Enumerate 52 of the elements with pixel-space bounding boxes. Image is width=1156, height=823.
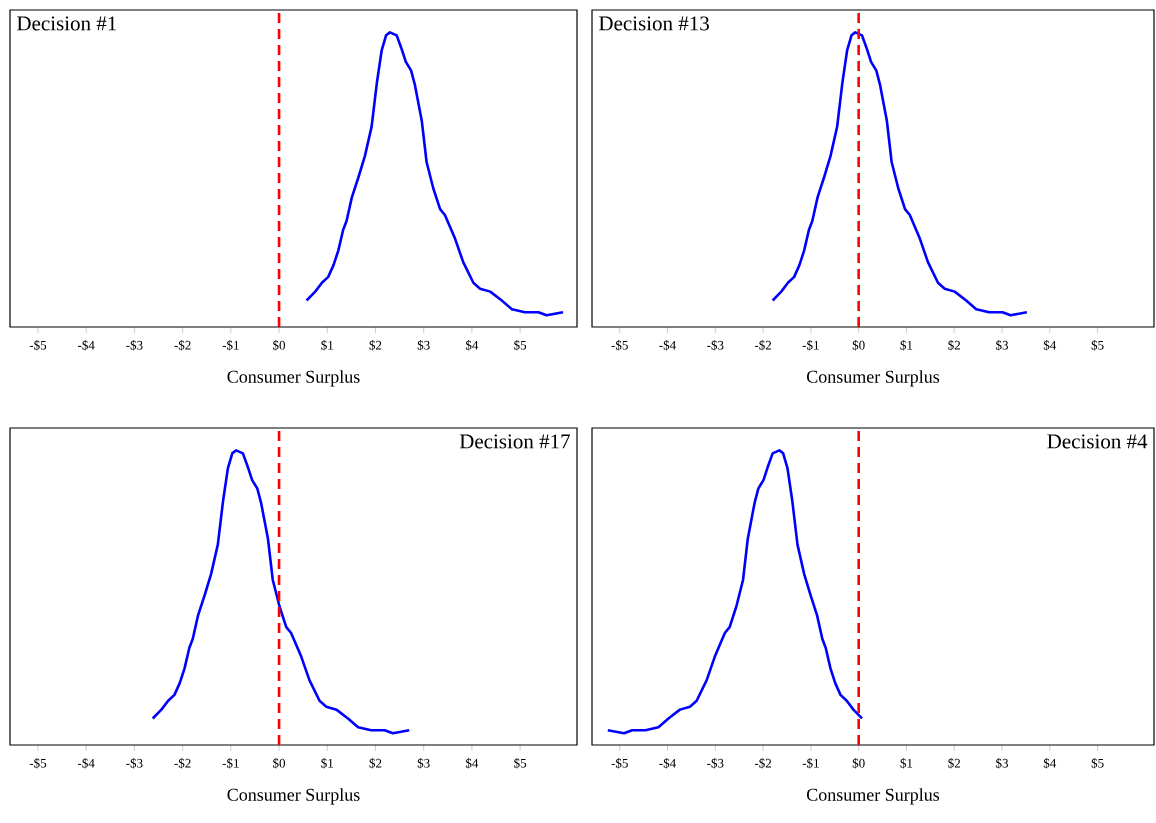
x-tick-label: $3 bbox=[417, 758, 430, 769]
x-tick-label: $5 bbox=[1091, 340, 1104, 351]
x-tick-label: -$5 bbox=[611, 758, 628, 769]
x-tick-label: -$4 bbox=[659, 340, 676, 351]
x-tick-label: $1 bbox=[321, 340, 333, 351]
x-tick-label: -$1 bbox=[222, 340, 239, 351]
x-tick-label: $2 bbox=[369, 340, 382, 351]
x-tick-label: $3 bbox=[417, 340, 430, 351]
x-tick-label: -$4 bbox=[77, 340, 95, 351]
x-axis-title: Consumer Surplus bbox=[807, 370, 940, 387]
x-tick-label: $0 bbox=[852, 340, 865, 351]
chart-title: Decision #4 bbox=[1047, 434, 1148, 449]
x-tick-label: $4 bbox=[1043, 340, 1057, 351]
x-tick-label: $4 bbox=[465, 340, 479, 351]
chart-title: Decision #13 bbox=[599, 16, 709, 31]
x-tick-label: $4 bbox=[1043, 758, 1057, 769]
x-tick-label: $1 bbox=[321, 758, 333, 769]
x-tick-label: -$3 bbox=[707, 340, 724, 351]
x-tick-label: -$3 bbox=[126, 340, 143, 351]
chart-title: Decision #17 bbox=[459, 434, 570, 449]
x-tick-label: $0 bbox=[852, 758, 865, 769]
x-tick-label: $3 bbox=[996, 758, 1009, 769]
x-tick-label: $0 bbox=[273, 340, 286, 351]
x-tick-label: $2 bbox=[369, 758, 382, 769]
x-tick-label: $5 bbox=[1091, 758, 1104, 769]
x-tick-label: -$4 bbox=[659, 758, 676, 769]
x-tick-label: -$4 bbox=[77, 758, 95, 769]
x-tick-label: -$1 bbox=[222, 758, 239, 769]
x-tick-label: $5 bbox=[514, 758, 527, 769]
x-tick-label: -$2 bbox=[174, 340, 191, 351]
x-tick-label: -$5 bbox=[611, 340, 628, 351]
x-tick-label: -$3 bbox=[126, 758, 143, 769]
x-axis-title: Consumer Surplus bbox=[227, 788, 360, 805]
x-tick-label: $0 bbox=[273, 758, 286, 769]
x-tick-label: -$5 bbox=[29, 758, 47, 769]
x-tick-label: -$2 bbox=[754, 758, 772, 769]
x-tick-label: $3 bbox=[996, 340, 1009, 351]
x-tick-label: -$3 bbox=[707, 758, 724, 769]
x-tick-label: $2 bbox=[948, 340, 961, 351]
x-axis-title: Consumer Surplus bbox=[807, 788, 940, 805]
x-tick-label: -$1 bbox=[802, 758, 819, 769]
x-tick-label: $1 bbox=[900, 758, 913, 769]
x-axis-title: Consumer Surplus bbox=[227, 370, 360, 387]
x-tick-label: $1 bbox=[900, 340, 913, 351]
x-tick-label: -$5 bbox=[29, 340, 47, 351]
x-tick-label: -$2 bbox=[174, 758, 191, 769]
chart-title: Decision #1 bbox=[17, 16, 117, 31]
x-tick-label: -$1 bbox=[802, 340, 819, 351]
x-tick-label: -$2 bbox=[754, 340, 772, 351]
x-tick-label: $5 bbox=[514, 340, 527, 351]
x-tick-label: $4 bbox=[465, 758, 479, 769]
x-tick-label: $2 bbox=[948, 758, 961, 769]
